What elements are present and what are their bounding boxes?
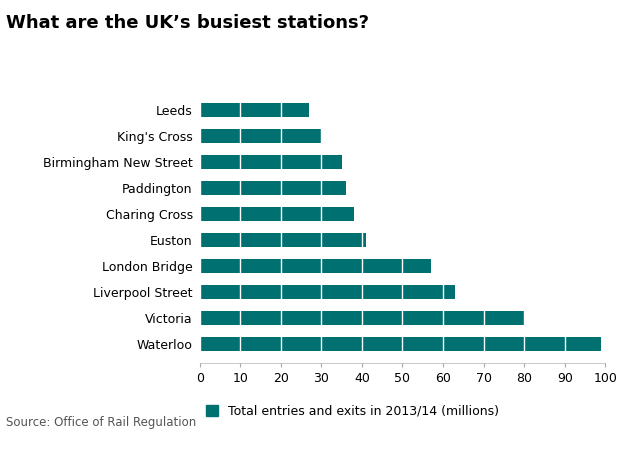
Bar — [200, 336, 601, 351]
Bar — [200, 285, 455, 299]
Bar — [200, 259, 431, 273]
Text: Source: Office of Rail Regulation: Source: Office of Rail Regulation — [6, 416, 197, 429]
Bar — [200, 207, 354, 221]
Bar — [200, 155, 342, 169]
Bar — [200, 181, 346, 195]
Bar — [200, 233, 366, 247]
Legend: Total entries and exits in 2013/14 (millions): Total entries and exits in 2013/14 (mill… — [206, 405, 499, 418]
Bar — [200, 129, 321, 143]
Bar — [200, 103, 310, 118]
Text: What are the UK’s busiest stations?: What are the UK’s busiest stations? — [6, 14, 369, 32]
Bar — [200, 311, 524, 325]
